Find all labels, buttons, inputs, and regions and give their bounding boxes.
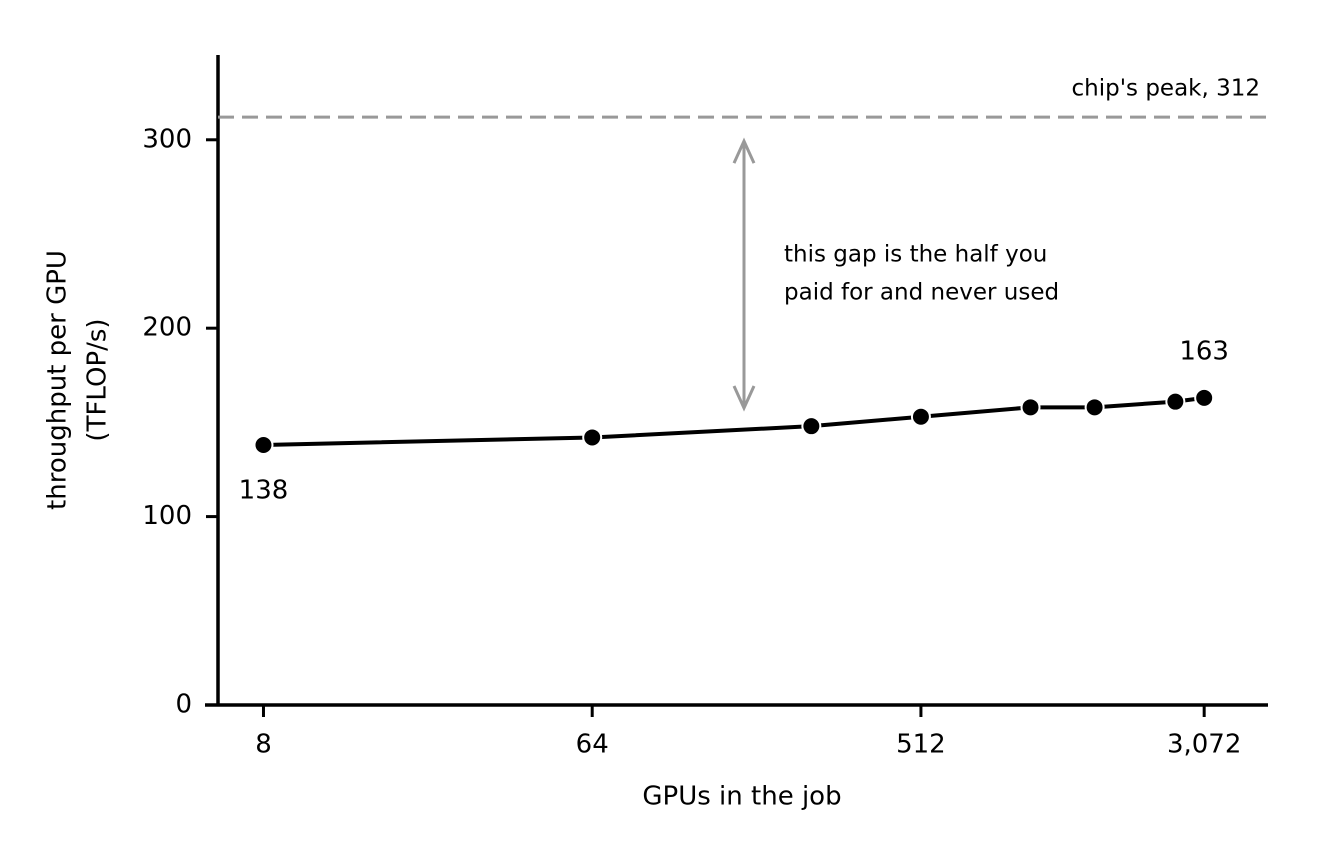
x-tick-label: 8 — [255, 730, 272, 760]
y-axis-label: throughput per GPU (TFLOP/s) — [43, 250, 113, 510]
gap-arrow-head — [732, 385, 756, 412]
data-point — [801, 416, 822, 437]
value-label: 138 — [239, 476, 289, 506]
reference-label: chip's peak, 312 — [1071, 76, 1260, 102]
data-point — [253, 435, 274, 455]
y-tick-label: 200 — [142, 313, 192, 343]
y-tick-label: 100 — [142, 501, 192, 531]
series-line — [263, 395, 1205, 447]
data-point — [1084, 397, 1105, 418]
annotation: this gap is the half you — [784, 242, 1047, 268]
x-tick-label: 64 — [576, 730, 609, 760]
data-point — [1165, 391, 1186, 412]
data-point — [1020, 397, 1041, 418]
data-point — [1194, 387, 1215, 408]
y-axis-label-line: throughput per GPU — [43, 250, 73, 510]
y-axis-label-line: (TFLOP/s) — [83, 318, 113, 441]
y-tick-label: 300 — [142, 124, 192, 154]
value-label: 163 — [1179, 336, 1229, 366]
y-tick-label: 0 — [175, 690, 192, 720]
x-tick-label: 3,072 — [1167, 730, 1241, 760]
data-point — [582, 427, 603, 448]
x-tick-label: 512 — [896, 730, 946, 760]
annotation: paid for and never used — [784, 280, 1059, 306]
gap-arrow-head — [732, 137, 756, 164]
x-axis-label: GPUs in the job — [642, 782, 841, 812]
data-point — [910, 406, 931, 427]
